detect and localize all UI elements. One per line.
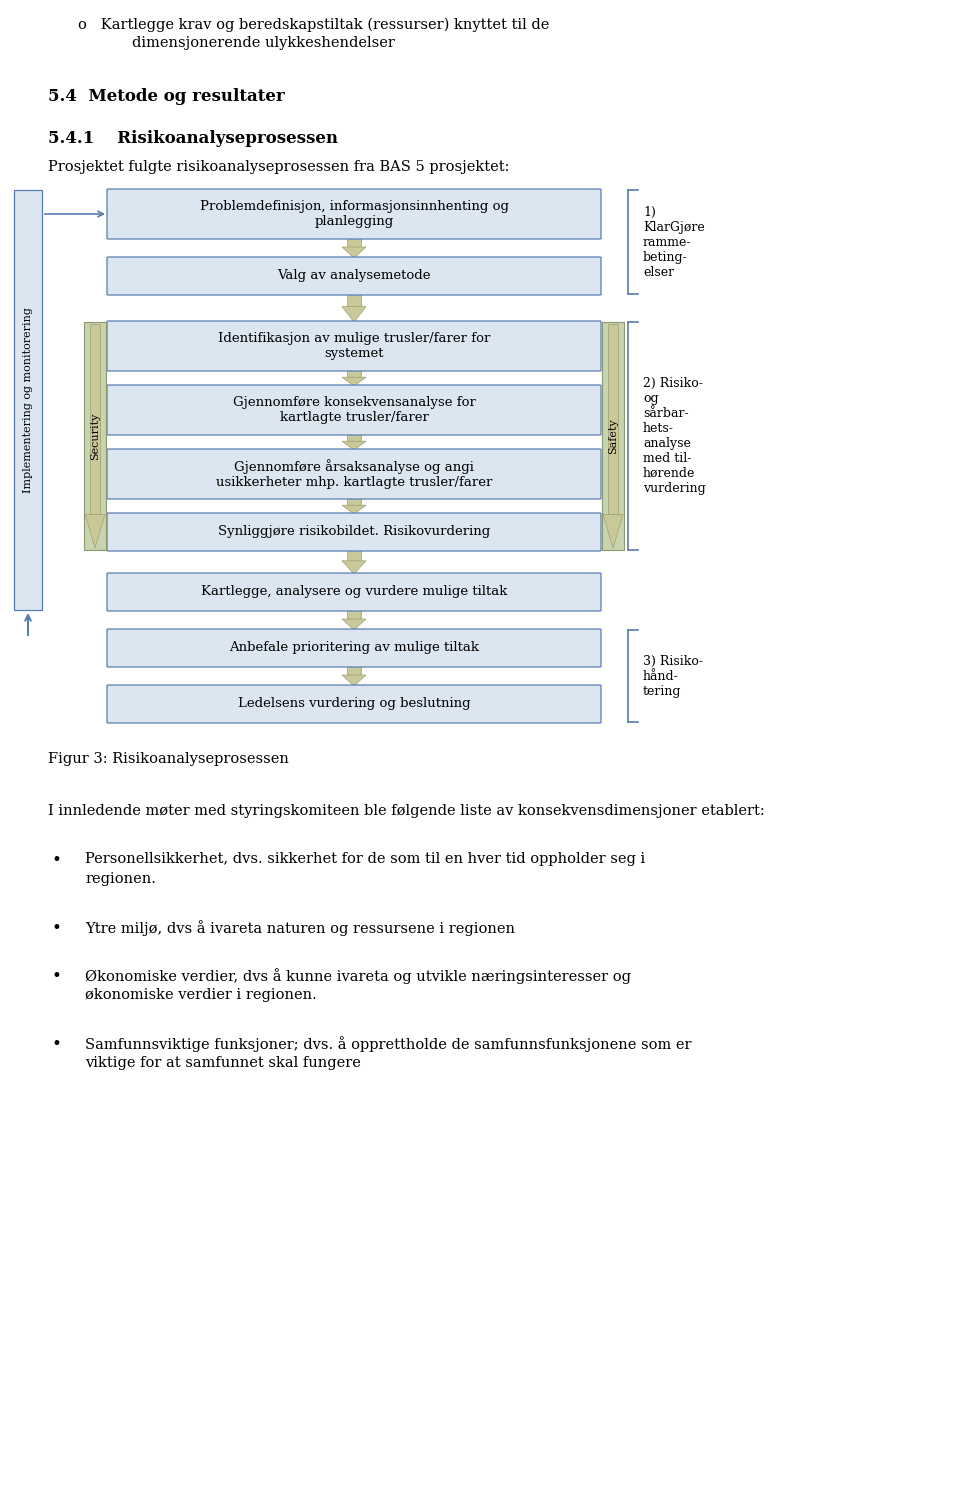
Text: viktige for at samfunnet skal fungere: viktige for at samfunnet skal fungere bbox=[85, 1055, 361, 1070]
Text: Ledelsens vurdering og beslutning: Ledelsens vurdering og beslutning bbox=[238, 698, 470, 710]
Text: Identifikasjon av mulige trusler/farer for
systemet: Identifikasjon av mulige trusler/farer f… bbox=[218, 332, 491, 360]
Text: Figur 3: Risikoanalyseprosessen: Figur 3: Risikoanalyseprosessen bbox=[48, 752, 289, 765]
Polygon shape bbox=[342, 561, 366, 574]
Text: Synliggjøre risikobildet. Risikovurdering: Synliggjøre risikobildet. Risikovurderin… bbox=[218, 526, 491, 538]
Text: 5.4  Metode og resultater: 5.4 Metode og resultater bbox=[48, 88, 285, 105]
Text: Prosjektet fulgte risikoanalyseprosessen fra BAS 5 prosjektet:: Prosjektet fulgte risikoanalyseprosessen… bbox=[48, 160, 510, 173]
Polygon shape bbox=[342, 441, 366, 450]
FancyBboxPatch shape bbox=[107, 629, 601, 667]
FancyBboxPatch shape bbox=[107, 685, 601, 724]
Polygon shape bbox=[347, 295, 361, 306]
Text: Økonomiske verdier, dvs å kunne ivareta og utvikle næringsinteresser og: Økonomiske verdier, dvs å kunne ivareta … bbox=[85, 967, 631, 984]
Polygon shape bbox=[342, 619, 366, 629]
Polygon shape bbox=[90, 324, 100, 514]
Bar bbox=[14, 190, 42, 610]
FancyBboxPatch shape bbox=[107, 321, 601, 371]
Bar bbox=[84, 321, 106, 550]
Text: Gjennomføre årsaksanalyse og angi
usikkerheter mhp. kartlagte trusler/farer: Gjennomføre årsaksanalyse og angi usikke… bbox=[216, 459, 492, 489]
Polygon shape bbox=[85, 514, 105, 549]
Polygon shape bbox=[342, 377, 366, 386]
Text: Valg av analysemetode: Valg av analysemetode bbox=[277, 269, 431, 283]
Text: Anbefale prioritering av mulige tiltak: Anbefale prioritering av mulige tiltak bbox=[229, 641, 479, 655]
Text: økonomiske verdier i regionen.: økonomiske verdier i regionen. bbox=[85, 988, 317, 1002]
Text: 5.4.1    Risikoanalyseprosessen: 5.4.1 Risikoanalyseprosessen bbox=[48, 130, 338, 147]
FancyBboxPatch shape bbox=[107, 448, 601, 499]
Polygon shape bbox=[608, 324, 618, 514]
Polygon shape bbox=[347, 665, 361, 676]
FancyBboxPatch shape bbox=[107, 573, 601, 611]
Polygon shape bbox=[603, 514, 623, 549]
Text: •: • bbox=[52, 852, 61, 869]
Text: 3) Risiko-
hånd-
tering: 3) Risiko- hånd- tering bbox=[643, 655, 703, 698]
Text: dimensjonerende ulykkeshendelser: dimensjonerende ulykkeshendelser bbox=[132, 36, 395, 49]
Polygon shape bbox=[347, 498, 361, 505]
Text: o   Kartlegge krav og beredskapstiltak (ressurser) knyttet til de: o Kartlegge krav og beredskapstiltak (re… bbox=[78, 18, 549, 33]
Polygon shape bbox=[347, 434, 361, 441]
Polygon shape bbox=[342, 676, 366, 686]
Text: 2) Risiko-
og
sårbar-
hets-
analyse
med til-
hørende
vurdering: 2) Risiko- og sårbar- hets- analyse med … bbox=[643, 377, 706, 495]
Text: •: • bbox=[52, 919, 61, 937]
Polygon shape bbox=[347, 238, 361, 247]
FancyBboxPatch shape bbox=[107, 257, 601, 295]
Polygon shape bbox=[342, 306, 366, 321]
Text: Ytre miljø, dvs å ivareta naturen og ressursene i regionen: Ytre miljø, dvs å ivareta naturen og res… bbox=[85, 919, 515, 936]
Text: Implementering og monitorering: Implementering og monitorering bbox=[23, 306, 33, 493]
FancyBboxPatch shape bbox=[107, 513, 601, 552]
Polygon shape bbox=[347, 610, 361, 619]
Text: I innledende møter med styringskomiteen ble følgende liste av konsekvensdimensjo: I innledende møter med styringskomiteen … bbox=[48, 804, 765, 818]
Text: Problemdefinisjon, informasjonsinnhenting og
planlegging: Problemdefinisjon, informasjonsinnhentin… bbox=[200, 200, 509, 229]
Text: •: • bbox=[52, 967, 61, 985]
Polygon shape bbox=[342, 505, 366, 514]
Text: Security: Security bbox=[90, 413, 100, 459]
Polygon shape bbox=[342, 247, 366, 259]
Text: 1)
KlarGjøre
ramme-
beting-
elser: 1) KlarGjøre ramme- beting- elser bbox=[643, 205, 705, 278]
Text: Kartlegge, analysere og vurdere mulige tiltak: Kartlegge, analysere og vurdere mulige t… bbox=[201, 586, 507, 598]
Bar bbox=[602, 321, 624, 550]
FancyBboxPatch shape bbox=[107, 386, 601, 435]
FancyBboxPatch shape bbox=[107, 188, 601, 239]
Polygon shape bbox=[347, 550, 361, 561]
Polygon shape bbox=[347, 369, 361, 377]
Text: •: • bbox=[52, 1036, 61, 1052]
Text: Personellsikkerhet, dvs. sikkerhet for de som til en hver tid oppholder seg i: Personellsikkerhet, dvs. sikkerhet for d… bbox=[85, 852, 645, 866]
Text: Safety: Safety bbox=[608, 419, 618, 454]
Text: Gjennomføre konsekvensanalyse for
kartlagte trusler/farer: Gjennomføre konsekvensanalyse for kartla… bbox=[232, 396, 475, 425]
Text: Samfunnsviktige funksjoner; dvs. å opprettholde de samfunnsfunksjonene som er: Samfunnsviktige funksjoner; dvs. å oppre… bbox=[85, 1036, 691, 1052]
Text: regionen.: regionen. bbox=[85, 872, 156, 887]
